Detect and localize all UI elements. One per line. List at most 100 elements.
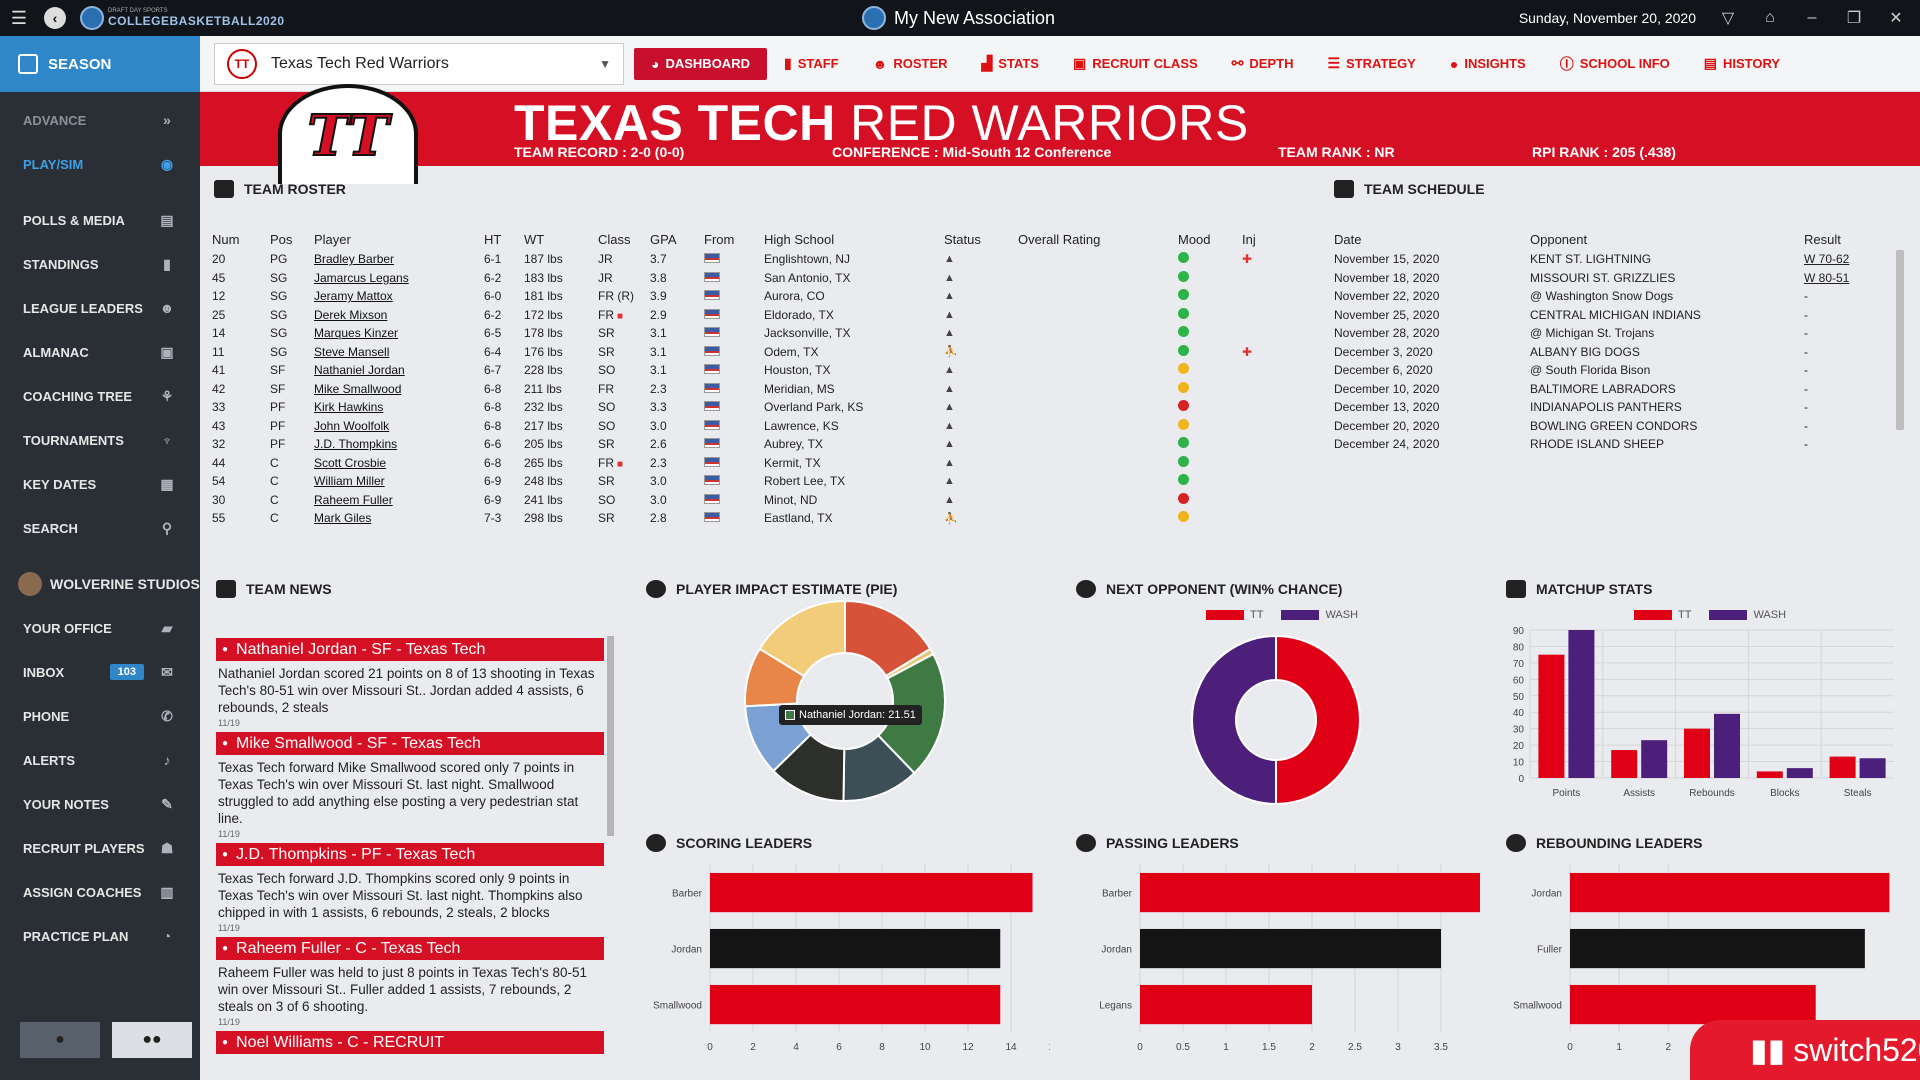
sidebar-item-recruit-players[interactable]: RECRUIT PLAYERS ☗ xyxy=(0,826,200,870)
tab-stats[interactable]: ▟ STATS xyxy=(965,36,1056,92)
studio-profile[interactable]: WOLVERINE STUDIOS xyxy=(0,562,200,606)
single-user-button[interactable]: ● xyxy=(20,1022,100,1058)
column-header[interactable]: Opponent xyxy=(1530,231,1588,247)
sidebar-item-your-notes[interactable]: YOUR NOTES ✎ xyxy=(0,782,200,826)
news-item[interactable]: ● J.D. Thompkins - PF - Texas Tech Texas T… xyxy=(216,843,604,937)
tab-roster[interactable]: ☻ ROSTER xyxy=(856,36,965,92)
leader-bar[interactable] xyxy=(1570,984,1816,1025)
sidebar-item-assign-coaches[interactable]: ASSIGN COACHES ▥ xyxy=(0,870,200,914)
game-result-link[interactable]: W 70-62 xyxy=(1804,252,1850,267)
restore-icon[interactable]: ❐ xyxy=(1846,10,1862,27)
schedule-row[interactable]: November 15, 2020 KENT ST. LIGHTNING W 70-… xyxy=(1334,250,1894,269)
sidebar-item-practice-plan[interactable]: PRACTICE PLAN ◔ xyxy=(0,914,200,958)
date-dropdown-icon[interactable]: ▽ xyxy=(1721,10,1735,27)
leader-bar[interactable] xyxy=(1140,872,1480,913)
roster-row[interactable]: 25 SG Derek Mixson 6-2 172 lbs FR ■ 2.9 Eldorado… xyxy=(212,306,1292,325)
player-link[interactable]: Derek Mixson xyxy=(314,307,388,322)
sidebar-item-alerts[interactable]: ALERTS ♪ xyxy=(0,738,200,782)
sidebar-item-phone[interactable]: PHONE ✆ xyxy=(0,694,200,738)
player-link[interactable]: Jamarcus Legans xyxy=(314,270,409,285)
news-headline[interactable]: ● J.D. Thompkins - PF - Texas Tech xyxy=(216,843,604,866)
season-header[interactable]: SEASON xyxy=(0,36,200,92)
player-link[interactable]: Steve Mansell xyxy=(314,344,390,359)
bar-tt[interactable] xyxy=(1756,771,1783,778)
player-link[interactable]: Raheem Fuller xyxy=(314,492,393,507)
player-link[interactable]: Marques Kinzer xyxy=(314,326,399,341)
player-link[interactable]: Nathaniel Jordan xyxy=(314,363,405,378)
team-select-dropdown[interactable]: TT Texas Tech Red Warriors ▼ xyxy=(214,42,624,85)
column-header[interactable]: Class xyxy=(598,231,631,247)
schedule-row[interactable]: December 20, 2020 BOWLING GREEN CONDORS - xyxy=(1334,417,1894,436)
scoring-chart[interactable]: 0 2 4 6 8 10 12 14 16 Barber Jordan Smallwood xyxy=(640,856,1050,1052)
bar-tt[interactable] xyxy=(1611,750,1638,778)
player-link[interactable]: John Woolfolk xyxy=(314,418,390,433)
roster-row[interactable]: 55 C Mark Giles 7-3 298 lbs SR 2.8 Eastland, TX… xyxy=(212,509,1292,528)
tab-recruit-class[interactable]: ▣ RECRUIT CLASS xyxy=(1056,36,1215,92)
roster-row[interactable]: 32 PF J.D. Thompkins 6-6 205 lbs SR 2.6 Aubrey,… xyxy=(212,435,1292,454)
tab-history[interactable]: ▤ HISTORY xyxy=(1687,36,1797,92)
leader-bar[interactable] xyxy=(1140,984,1312,1025)
close-icon[interactable]: ✕ xyxy=(1889,10,1903,27)
player-link[interactable]: Bradley Barber xyxy=(314,252,395,267)
schedule-row[interactable]: November 25, 2020 CENTRAL MICHIGAN INDIAN… xyxy=(1334,306,1894,325)
column-header[interactable]: Num xyxy=(212,231,240,247)
schedule-row[interactable]: November 28, 2020 @ Michigan St. Trojans - xyxy=(1334,324,1894,343)
news-item[interactable]: ● Raheem Fuller - C - Texas Tech Raheem Fu… xyxy=(216,937,604,1031)
pie-slice[interactable] xyxy=(1275,634,1361,806)
news-item[interactable]: ● Nathaniel Jordan - SF - Texas Tech Natha… xyxy=(216,638,604,732)
tab-staff[interactable]: ▮ STAFF xyxy=(767,36,856,92)
pie-slice[interactable] xyxy=(1191,634,1277,806)
sidebar-item-your-office[interactable]: YOUR OFFICE ▰ xyxy=(0,606,200,650)
tab-depth[interactable]: ⚯ DEPTH xyxy=(1215,36,1311,92)
player-link[interactable]: Mark Giles xyxy=(314,511,372,526)
roster-row[interactable]: 44 C Scott Crosbie 6-8 265 lbs FR ■ 2.3 Kermit, … xyxy=(212,454,1292,473)
bar-wash[interactable] xyxy=(1714,713,1740,778)
sidebar-item-inbox[interactable]: INBOX 103 ✉ xyxy=(0,650,200,694)
roster-row[interactable]: 33 PF Kirk Hawkins 6-8 232 lbs SO 3.3 Overland … xyxy=(212,398,1292,417)
roster-row[interactable]: 30 C Raheem Fuller 6-9 241 lbs SO 3.0 Minot, ND… xyxy=(212,491,1292,510)
sidebar-item-advance[interactable]: ADVANCE » xyxy=(0,98,200,142)
bar-wash[interactable] xyxy=(1859,758,1886,778)
player-link[interactable]: William Miller xyxy=(314,474,385,489)
game-result-link[interactable]: W 80-51 xyxy=(1804,270,1850,285)
column-header[interactable]: Inj xyxy=(1242,231,1256,247)
multi-user-button[interactable]: ●● xyxy=(112,1022,192,1058)
column-header[interactable]: Status xyxy=(944,231,981,247)
news-headline[interactable]: ● Raheem Fuller - C - Texas Tech xyxy=(216,937,604,960)
player-link[interactable]: Kirk Hawkins xyxy=(314,400,384,415)
passing-chart[interactable]: 00.511.522.533.54BarberJordanLegans xyxy=(1070,856,1480,1052)
roster-row[interactable]: 54 C William Miller 6-9 248 lbs SR 3.0 Robert L… xyxy=(212,472,1292,491)
column-header[interactable]: GPA xyxy=(650,231,677,247)
leader-bar[interactable] xyxy=(710,928,1001,969)
column-header[interactable]: Mood xyxy=(1178,231,1211,247)
news-item[interactable]: ● Mike Smallwood - SF - Texas Tech Texas T… xyxy=(216,732,604,843)
hamburger-menu-icon[interactable]: ☰ xyxy=(10,7,28,28)
column-header[interactable]: From xyxy=(704,231,735,247)
leader-bar[interactable] xyxy=(1570,928,1865,969)
roster-row[interactable]: 42 SF Mike Smallwood 6-8 211 lbs FR 2.3 Meridia… xyxy=(212,380,1292,399)
player-link[interactable]: Mike Smallwood xyxy=(314,381,402,396)
rebounding-chart[interactable]: 0 1 2 Jordan Fuller Smallwood xyxy=(1500,856,1920,1052)
leader-bar[interactable] xyxy=(1140,928,1441,969)
tab-school-info[interactable]: ⓘ SCHOOL INFO xyxy=(1543,36,1687,92)
sidebar-item-tournaments[interactable]: TOURNAMENTS ♆ xyxy=(0,418,200,462)
bar-wash[interactable] xyxy=(1786,768,1813,778)
sidebar-item-key-dates[interactable]: KEY DATES ▦ xyxy=(0,462,200,506)
column-header[interactable]: Date xyxy=(1334,231,1362,247)
sidebar-item-standings[interactable]: STANDINGS ▮ xyxy=(0,242,200,286)
bar-tt[interactable] xyxy=(1829,756,1856,778)
sidebar-item-play-sim[interactable]: PLAY/SIM ◉ xyxy=(0,142,200,186)
matchup-chart[interactable]: 0 10 20 30 40 50 60 70 80 90 Points Assists Rebounds… xyxy=(1500,622,1904,800)
player-link[interactable]: Jeramy Mattox xyxy=(314,289,393,304)
back-arrow-icon[interactable]: ‹ xyxy=(44,7,66,29)
roster-row[interactable]: 12 SG Jeramy Mattox 6-0 181 lbs FR (R) 3.9 Auro… xyxy=(212,287,1292,306)
tab-insights[interactable]: ● INSIGHTS xyxy=(1433,36,1543,92)
minimize-icon[interactable]: – xyxy=(1807,9,1817,26)
schedule-row[interactable]: November 22, 2020 @ Washington Snow Dogs - xyxy=(1334,287,1894,306)
roster-row[interactable]: 41 SF Nathaniel Jordan 6-7 228 lbs SO 3.1 Houst… xyxy=(212,361,1292,380)
roster-row[interactable]: 20 PG Bradley Barber 6-1 187 lbs JR 3.7 English… xyxy=(212,250,1292,269)
player-link[interactable]: J.D. Thompkins xyxy=(314,437,398,452)
schedule-row[interactable]: November 18, 2020 MISSOURI ST. GRIZZLIES W… xyxy=(1334,269,1894,288)
roster-row[interactable]: 43 PF John Woolfolk 6-8 217 lbs SO 3.0 Lawrence… xyxy=(212,417,1292,436)
news-item[interactable]: ● Noel Williams - C - RECRUIT xyxy=(216,1031,604,1054)
